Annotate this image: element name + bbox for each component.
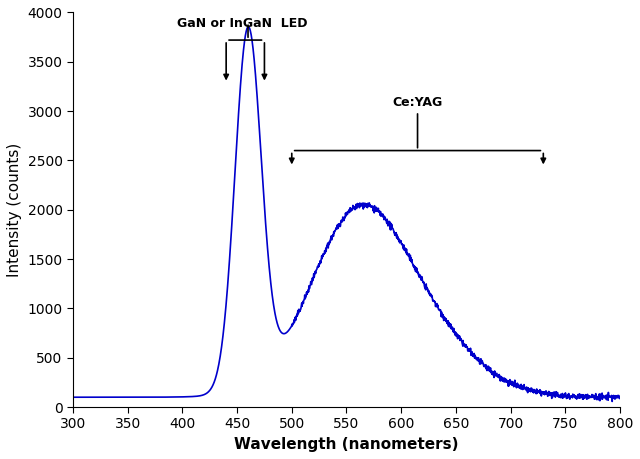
Text: Ce:YAG: Ce:YAG (392, 96, 443, 109)
Y-axis label: Intensity (counts): Intensity (counts) (7, 143, 22, 277)
X-axis label: Wavelength (nanometers): Wavelength (nanometers) (234, 437, 459, 452)
Text: GaN or InGaN  LED: GaN or InGaN LED (177, 17, 308, 30)
